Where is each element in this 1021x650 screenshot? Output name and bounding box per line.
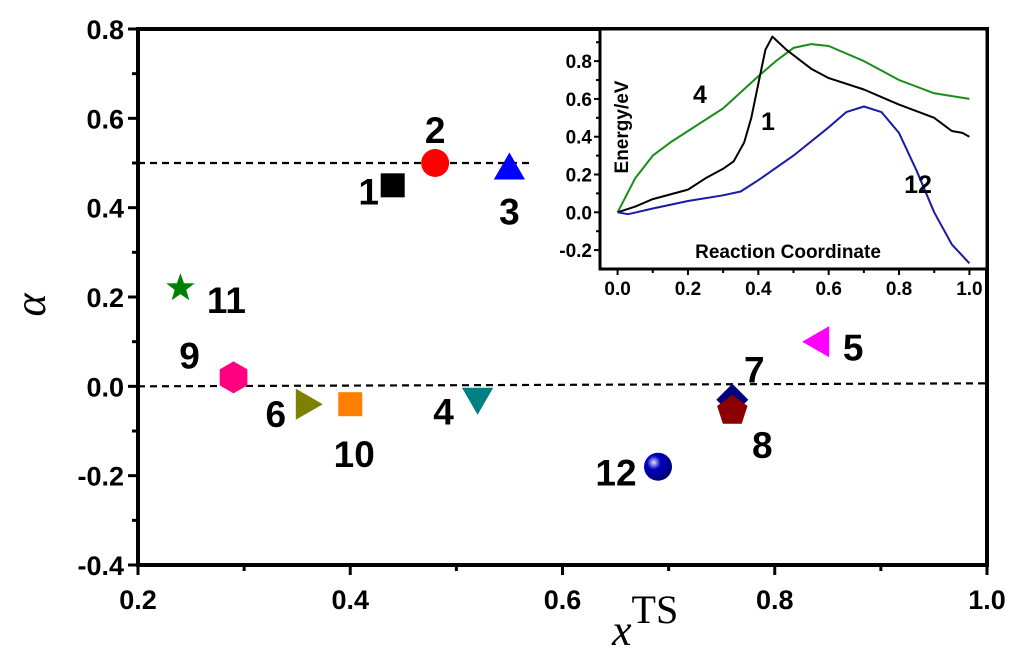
y-tick-label: 0.0 (86, 372, 124, 402)
inset-y-tick-label: 0.8 (566, 52, 592, 73)
inset-x-tick-label: 0.8 (886, 279, 912, 300)
inset-y-tick-label: 0.2 (566, 166, 592, 187)
inset-y-tick-label: 0.6 (566, 90, 592, 111)
data-point-12 (644, 452, 673, 481)
inset-y-tick-label: 0.0 (566, 203, 592, 224)
data-point-label: 2 (425, 110, 446, 151)
inset-series-line-4 (616, 43, 970, 213)
y-tick-label: 0.2 (86, 283, 124, 313)
data-point-label: 8 (752, 425, 773, 466)
y-axis-title: α (6, 293, 55, 317)
dashed-reference-line (137, 382, 988, 388)
x-tick-label: 1.0 (968, 585, 1006, 615)
data-point-label: 10 (334, 434, 375, 475)
inset-x-tick-label: 1.0 (956, 279, 982, 300)
inset-x-tick-label: 0.2 (675, 279, 701, 300)
x-tick-label: 0.8 (756, 585, 794, 615)
inset-chart: 0.0 0.2 0.4 0.6 0.8 1.0 -0.2 0.0 0.2 0.4 0.6 0.8 4 1 1… (559, 27, 989, 300)
inset-y-axis-title: Energy/eV (612, 80, 633, 173)
x-tick-label: 0.4 (331, 585, 369, 615)
y-tick-label: 0.6 (86, 104, 124, 134)
inset-y-tick-label: 0.4 (566, 128, 593, 149)
data-point-1 (380, 173, 405, 198)
data-point-label: 11 (207, 280, 246, 321)
inset-series-label: 4 (693, 81, 707, 109)
data-point-label: 5 (843, 328, 864, 369)
inset-x-tick-label: 0.6 (815, 279, 841, 300)
x-axis-title-x: x (611, 606, 632, 650)
data-point-label: 4 (433, 392, 454, 433)
data-point-label: 7 (744, 350, 765, 391)
inset-x-tick-label: 0.0 (604, 279, 630, 300)
data-point-6 (295, 388, 323, 420)
data-point-label: 6 (266, 394, 287, 435)
x-tick-label: 0.6 (544, 585, 582, 615)
data-point-11 (166, 273, 195, 301)
data-point-label: 1 (358, 171, 379, 212)
data-point-label: 12 (595, 453, 636, 494)
inset-series-label: 12 (904, 171, 932, 199)
main-axes: 0.2 0.4 0.6 0.8 1.0 -0.4 -0.2 0.0 0.2 0.4 0.6 0.8 (77, 15, 1005, 615)
y-tick-label: 0.4 (86, 194, 124, 224)
data-point-9 (219, 361, 248, 394)
inset-series-line-1 (617, 35, 970, 214)
inset-x-tick-label: 0.4 (745, 279, 772, 300)
y-tick-label: 0.8 (86, 15, 124, 45)
data-point-5 (802, 326, 830, 358)
inset-series-label: 1 (761, 108, 775, 136)
inset-x-axis-title: Reaction Coordinate (695, 242, 881, 263)
inset-series-line-12 (617, 105, 971, 264)
data-point-label: 3 (499, 191, 520, 232)
x-axis-title-superscript: TS (632, 587, 679, 632)
x-axis-title: xTS (611, 587, 678, 650)
data-point-8 (717, 394, 748, 424)
data-point-10 (338, 392, 363, 417)
data-point-3 (493, 152, 525, 180)
y-tick-label: -0.2 (77, 462, 124, 492)
data-point-4 (462, 387, 494, 415)
data-point-label: 9 (179, 335, 200, 376)
y-tick-label: -0.4 (77, 551, 124, 581)
inset-frame (598, 27, 989, 271)
inset-y-tick-label: -0.2 (559, 241, 592, 262)
x-tick-label: 0.2 (119, 585, 157, 615)
data-point-2 (421, 149, 450, 177)
